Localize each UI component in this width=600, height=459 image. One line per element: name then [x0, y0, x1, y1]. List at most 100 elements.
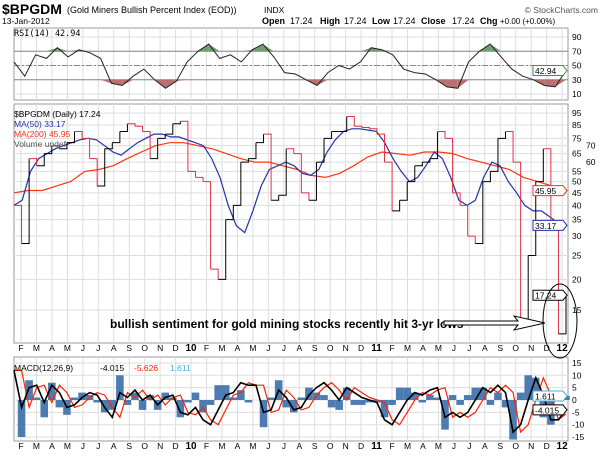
low-value: 17.24	[393, 16, 416, 26]
rsi-fill	[360, 47, 372, 52]
ma200-line	[13, 142, 567, 194]
month-label: S	[497, 343, 503, 353]
month-label: S	[312, 343, 318, 353]
macd-histogram-bar	[403, 387, 411, 400]
price-segment	[51, 145, 60, 149]
macd-histogram-bar	[433, 397, 442, 400]
legend-ma50: MA(50) 33.17	[14, 119, 66, 129]
month-label: M	[404, 343, 411, 353]
month-label: M	[218, 343, 225, 353]
month-label: J	[467, 343, 471, 353]
price-segment	[361, 127, 370, 129]
macd-histogram-bar	[320, 395, 328, 400]
price-segment	[490, 138, 499, 172]
price-segment	[263, 133, 272, 201]
price-tick-label: 50	[572, 177, 582, 187]
legend-macd-value: -4.015	[100, 363, 124, 373]
macd-histogram-bar	[25, 380, 33, 400]
price-tick-label: 40	[572, 200, 582, 210]
price-segment	[218, 219, 227, 280]
legend-volume: Volume undef	[14, 139, 67, 149]
month-label: N	[343, 441, 349, 451]
panel-frame	[13, 27, 569, 101]
macd-histogram-bar	[131, 392, 139, 400]
macd-histogram-bar	[463, 395, 472, 400]
legend-signal-value: -5.626	[134, 363, 158, 373]
macd-histogram-bar	[78, 392, 86, 400]
macd-histogram-bar	[380, 400, 389, 418]
legend-macd: MACD(12,26,9)	[14, 363, 73, 373]
price-tick-label: 25	[572, 251, 582, 261]
month-label: J	[467, 441, 471, 451]
macd-histogram-bar	[456, 400, 464, 405]
macd-histogram-bar	[290, 400, 298, 413]
macd-histogram-bar	[531, 377, 540, 400]
price-segment	[550, 228, 559, 334]
price-segment	[165, 123, 174, 135]
month-label: J	[452, 343, 456, 353]
rsi-fill	[208, 44, 220, 52]
month-label: A	[111, 441, 117, 451]
rsi-tick-label: 90	[572, 32, 582, 42]
month-label: M	[218, 441, 225, 451]
price-segment	[225, 205, 234, 221]
close-label: Close	[421, 16, 446, 26]
month-label: 11	[371, 343, 382, 354]
month-label: O	[327, 441, 334, 451]
price-segment	[29, 158, 38, 166]
macd-histogram-bar	[229, 397, 238, 400]
ma200-last-value-box	[532, 185, 568, 197]
month-label: J	[96, 343, 100, 353]
price-segment	[44, 145, 53, 155]
panel-frame	[13, 103, 569, 344]
ma50-last-value: 33.17	[535, 221, 557, 231]
price-segment	[255, 134, 265, 144]
rsi-fill	[555, 79, 566, 87]
price-segment	[437, 130, 446, 139]
macd-histogram-bar	[17, 400, 26, 438]
ma50-last-value-box	[532, 219, 568, 231]
macd-histogram-bar	[395, 387, 404, 400]
date: 13-Jan-2012	[2, 16, 50, 26]
macd-histogram-bar	[410, 392, 419, 400]
ma50-line	[13, 128, 567, 234]
month-label: 11	[371, 441, 382, 452]
rsi-fill	[241, 49, 253, 52]
macd-histogram-bar	[388, 400, 396, 405]
price-segment	[112, 131, 121, 144]
macd-histogram-bar	[55, 400, 64, 408]
price-last-value: 17.24	[535, 291, 557, 301]
month-label: M	[249, 441, 256, 451]
price-tick-label: 85	[572, 120, 582, 130]
high-label: High	[320, 16, 340, 26]
macd-histogram-bar	[221, 385, 230, 400]
macd-histogram-bar	[259, 400, 268, 428]
price-segment	[104, 142, 113, 150]
price-tick-label: 95	[572, 108, 582, 118]
price-segment	[407, 165, 416, 183]
ma200-last-value: 45.95	[535, 186, 557, 196]
month-label: 12	[557, 441, 569, 452]
macd-histogram-bar	[448, 395, 457, 400]
price-tick-label: 45	[572, 188, 582, 198]
month-label: J	[81, 343, 85, 353]
macd-histogram-bar	[93, 400, 101, 403]
chg-label: Chg	[480, 16, 498, 26]
month-label: D	[544, 441, 550, 451]
legend-hist-value: 1.611	[170, 363, 191, 373]
month-label: F	[18, 343, 23, 353]
month-label: D	[173, 343, 179, 353]
month-label: F	[18, 441, 23, 451]
macd-histogram-bar	[426, 395, 434, 400]
price-segment	[203, 181, 212, 270]
month-label: 12	[557, 343, 569, 354]
rsi-tick-label: 50	[572, 61, 582, 71]
month-label: N	[343, 343, 349, 353]
month-label: M	[435, 441, 442, 451]
macd-histogram-bar	[214, 385, 222, 400]
price-segment	[36, 153, 45, 167]
price-segment	[513, 161, 522, 326]
month-label: F	[389, 343, 394, 353]
macd-histogram-bar	[516, 392, 525, 400]
